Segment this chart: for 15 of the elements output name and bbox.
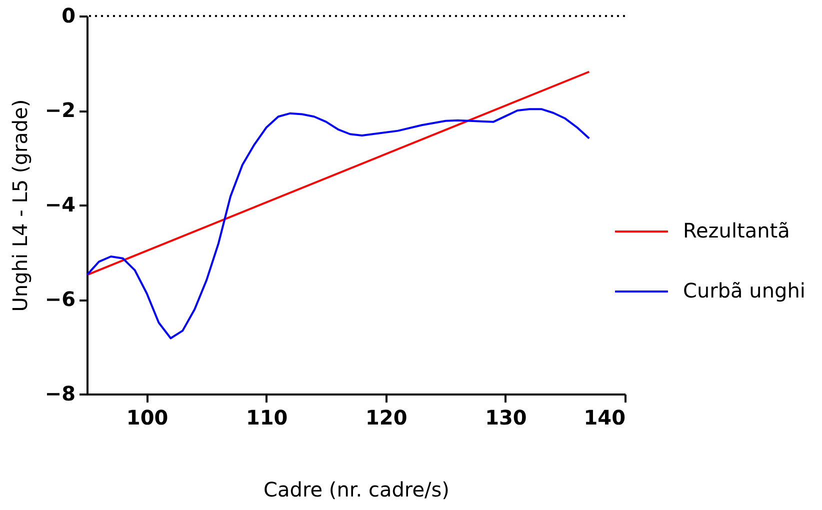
x-tick-label: 130 xyxy=(485,406,527,430)
y-tick-label: −8 xyxy=(44,382,76,406)
legend-label: Curbã unghi xyxy=(683,278,806,302)
y-axis-title: Unghi L4 - L5 (grade) xyxy=(8,99,32,312)
y-tick-label: −2 xyxy=(44,98,76,122)
y-tick-label: 0 xyxy=(62,4,76,28)
x-tick-label: 120 xyxy=(366,406,408,430)
legend-label: Rezultantã xyxy=(683,218,790,242)
x-axis-title: Cadre (nr. cadre/s) xyxy=(264,478,450,502)
x-tick-label: 140 xyxy=(584,406,626,430)
x-tick-label: 110 xyxy=(246,406,288,430)
y-tick-label: −4 xyxy=(44,192,76,216)
x-tick-label: 100 xyxy=(126,406,168,430)
y-tick-label: −6 xyxy=(44,287,76,311)
line-series xyxy=(86,108,590,340)
